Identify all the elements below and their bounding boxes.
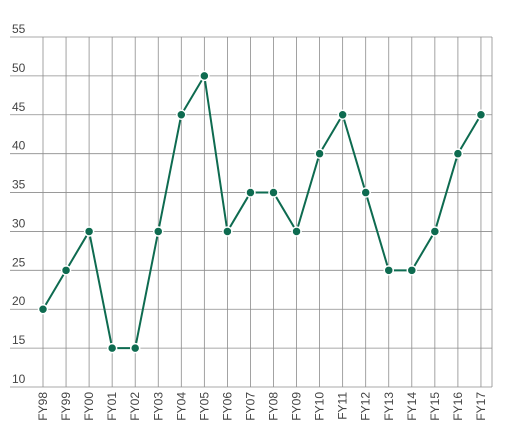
point bbox=[222, 226, 233, 237]
point bbox=[291, 226, 302, 237]
point bbox=[199, 70, 210, 82]
point bbox=[176, 109, 187, 121]
y-tick-label: 55 bbox=[12, 22, 26, 36]
point bbox=[106, 342, 118, 354]
point bbox=[60, 265, 72, 276]
x-tick-label: FY99 bbox=[59, 392, 73, 421]
x-tick-label: FY09 bbox=[290, 392, 304, 421]
y-tick-label: 25 bbox=[12, 255, 26, 269]
x-tick-label: FY08 bbox=[267, 392, 281, 421]
y-tick-label: 10 bbox=[12, 372, 26, 386]
x-tick-label: FY17 bbox=[474, 392, 488, 421]
x-tick-label: FY02 bbox=[128, 392, 142, 421]
x-tick-label: FY98 bbox=[36, 392, 50, 421]
point bbox=[406, 265, 418, 276]
x-tick-label: FY03 bbox=[151, 392, 165, 421]
x-tick-label: FY10 bbox=[313, 392, 327, 421]
point bbox=[83, 226, 95, 237]
point bbox=[37, 303, 49, 315]
y-tick-label: 40 bbox=[12, 139, 26, 153]
x-tick-label: FY04 bbox=[174, 392, 188, 421]
point bbox=[475, 109, 487, 121]
point bbox=[429, 226, 441, 237]
x-tick-label: FY00 bbox=[82, 392, 96, 421]
point bbox=[245, 187, 256, 198]
x-tick-label: FY14 bbox=[405, 392, 419, 421]
y-tick-label: 30 bbox=[12, 216, 26, 230]
x-tick-label: FY05 bbox=[197, 392, 211, 421]
y-tick-label: 45 bbox=[12, 100, 26, 114]
x-tick-label: FY01 bbox=[105, 392, 119, 421]
point bbox=[337, 109, 348, 121]
point bbox=[129, 342, 141, 354]
point bbox=[452, 148, 464, 159]
y-tick-label: 20 bbox=[12, 294, 26, 308]
y-tick-label: 15 bbox=[12, 333, 26, 347]
point bbox=[383, 265, 394, 276]
x-tick-label: FY07 bbox=[243, 392, 257, 421]
y-tick-label: 35 bbox=[12, 178, 26, 192]
y-tick-label: 50 bbox=[12, 61, 26, 75]
x-tick-label: FY11 bbox=[336, 392, 350, 420]
point bbox=[153, 226, 164, 237]
point bbox=[314, 148, 325, 159]
x-tick-label: FY15 bbox=[428, 392, 442, 421]
point bbox=[268, 187, 279, 198]
x-tick-label: FY12 bbox=[359, 392, 373, 421]
x-tick-label: FY06 bbox=[220, 392, 234, 421]
x-tick-label: FY13 bbox=[382, 392, 396, 421]
point bbox=[360, 187, 371, 198]
x-tick-label: FY16 bbox=[451, 392, 465, 421]
line bbox=[42, 72, 482, 350]
